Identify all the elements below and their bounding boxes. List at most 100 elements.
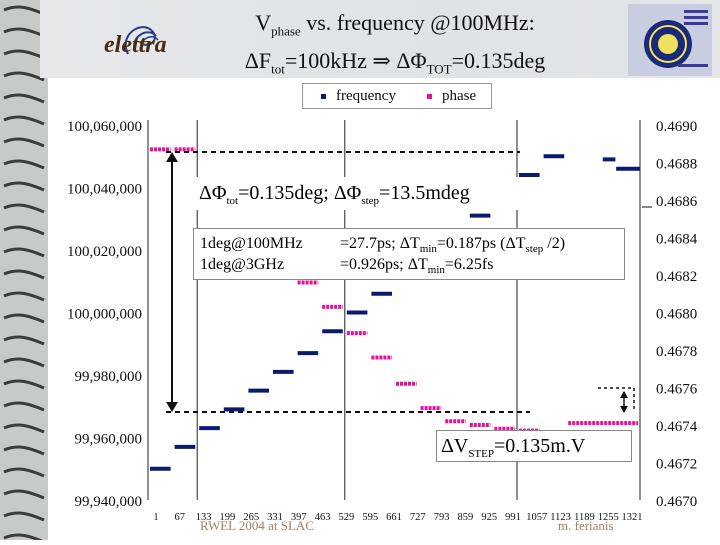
step-arrow-head-down bbox=[620, 406, 628, 413]
ann3-b: =0.135m.V bbox=[494, 435, 586, 457]
elettra-logo: elettra bbox=[98, 14, 198, 70]
ann2-r2-a: =0.926ps; ΔT bbox=[340, 256, 428, 273]
x-tick-label: 1255 bbox=[598, 512, 619, 523]
y-left-tick-label: 100,000,000 bbox=[67, 307, 142, 323]
y-right-tick-label: 0.4676 bbox=[656, 382, 698, 398]
spiral-ring bbox=[3, 401, 45, 412]
x-tick-label: 199 bbox=[220, 512, 236, 523]
x-tick-label: 925 bbox=[481, 512, 497, 523]
y-right-tick-label: 0.4680 bbox=[656, 307, 697, 323]
ann2-r1-b: =0.187ps (ΔT bbox=[436, 235, 526, 252]
notebook-spiral-binding bbox=[0, 0, 48, 544]
title-line1-rest: vs. frequency @100MHz: bbox=[300, 10, 535, 35]
arrow-head-down bbox=[166, 402, 178, 412]
legend-swatch-phase bbox=[427, 94, 432, 100]
x-tick-label: 661 bbox=[386, 512, 402, 523]
ann2-row-1: 1deg@100MHz =27.7ps; ΔTmin=0.187ps (ΔTst… bbox=[200, 233, 618, 255]
title-v: V bbox=[255, 10, 272, 35]
x-tick-label: 859 bbox=[458, 512, 474, 523]
x-tick-label: 265 bbox=[243, 512, 259, 523]
ann1-c: =13.5mdeg bbox=[379, 182, 470, 204]
y-left-tick-label: 99,940,000 bbox=[75, 494, 143, 510]
spiral-ring bbox=[3, 379, 45, 390]
ann2-row1-left: 1deg@100MHz bbox=[200, 235, 303, 252]
spiral-ring bbox=[3, 159, 45, 170]
x-tick-label: 1189 bbox=[574, 512, 595, 523]
spiral-ring bbox=[3, 357, 45, 368]
legend-item-frequency: frequency bbox=[321, 84, 396, 108]
title-line2-b-sub: TOT bbox=[426, 61, 452, 77]
ann2-r1-b-sub: step bbox=[525, 243, 544, 256]
ann3-sub: STEP bbox=[468, 448, 494, 460]
title-line2-a: ΔF bbox=[244, 48, 272, 74]
x-tick-label: 529 bbox=[339, 512, 355, 523]
spiral-ring bbox=[3, 203, 45, 214]
ann2-row2-left: 1deg@3GHz bbox=[200, 256, 285, 273]
annotation-phase-total: ΔΦtot=0.135deg; ΔΦstep=13.5mdeg bbox=[193, 177, 536, 210]
y-right-tick-label: 0.4670 bbox=[656, 494, 697, 510]
footer-event: RWEL 2004 at SLAC bbox=[200, 518, 314, 533]
spiral-ring bbox=[3, 181, 45, 192]
x-tick-label: 133 bbox=[196, 512, 212, 523]
title-line2-b: =100kHz ⇒ ΔΦ bbox=[284, 48, 427, 74]
ann1-b-sub: step bbox=[361, 195, 380, 207]
ann2-r2-a-sub: min bbox=[427, 264, 445, 277]
title-line-2: ΔFtot=100kHz ⇒ ΔΦTOT=0.135deg bbox=[200, 46, 590, 84]
logo-wordmark: elettra bbox=[104, 32, 167, 58]
spiral-rings-graphic bbox=[3, 5, 45, 544]
legend-label-phase: phase bbox=[442, 88, 477, 104]
ann2-r2-b: =6.25fs bbox=[444, 256, 494, 273]
x-tick-label: 397 bbox=[291, 512, 307, 523]
y-right-tick-label: 0.4682 bbox=[656, 269, 697, 285]
conference-logo-icon bbox=[644, 10, 708, 68]
spiral-ring bbox=[3, 489, 45, 500]
ann2-row-2: 1deg@3GHz =0.926ps; ΔTmin=6.25fs bbox=[200, 254, 618, 276]
x-tick-label: 1321 bbox=[622, 512, 643, 523]
step-arrow-head-up bbox=[620, 391, 628, 398]
logo-swirl-icon bbox=[124, 26, 159, 55]
spiral-ring bbox=[3, 423, 45, 434]
x-tick-label: 991 bbox=[505, 512, 521, 523]
conference-logo bbox=[628, 4, 712, 76]
ann2-r1-a-sub: min bbox=[419, 243, 437, 256]
ann2-row2-right: =0.926ps; ΔTmin=6.25fs bbox=[340, 254, 493, 281]
arrow-head-up bbox=[166, 152, 178, 162]
x-tick-label: 595 bbox=[362, 512, 378, 523]
annotation-time-resolution: 1deg@100MHz =27.7ps; ΔTmin=0.187ps (ΔTst… bbox=[193, 228, 625, 280]
x-tick-label: 727 bbox=[410, 512, 426, 523]
ann1-a-sub: tot bbox=[226, 195, 239, 207]
x-tick-label: 331 bbox=[267, 512, 283, 523]
y-left-tick-label: 100,020,000 bbox=[67, 244, 142, 260]
x-tick-label: 1123 bbox=[550, 512, 571, 523]
spiral-ring bbox=[3, 511, 45, 522]
ann1-b: =0.135deg; ΔΦ bbox=[238, 182, 362, 204]
spiral-ring bbox=[3, 71, 45, 82]
spiral-ring bbox=[3, 445, 45, 456]
y-right-tick-label: 0.4684 bbox=[656, 232, 698, 248]
spiral-ring bbox=[3, 247, 45, 258]
x-tick-label: 1057 bbox=[526, 512, 547, 523]
y-right-tick-label: 0.4688 bbox=[656, 157, 697, 173]
spiral-ring bbox=[3, 225, 45, 236]
spiral-ring bbox=[3, 137, 45, 148]
ann3-a: ΔV bbox=[441, 435, 469, 457]
ann2-r1-c: /2) bbox=[543, 235, 566, 252]
footer-author: m. ferianis bbox=[558, 518, 614, 533]
y-right-tick-label: 0.4678 bbox=[656, 344, 697, 360]
spiral-ring bbox=[3, 291, 45, 302]
x-tick-label: 1 bbox=[153, 512, 158, 523]
y-right-tick-label: 0.4672 bbox=[656, 457, 697, 473]
x-tick-label: 67 bbox=[175, 512, 186, 523]
annotation-voltage-step: ΔVSTEP=0.135m.V bbox=[436, 430, 632, 462]
y-left-tick-label: 100,040,000 bbox=[67, 182, 142, 198]
spiral-ring bbox=[3, 115, 45, 126]
y-left-tick-label: 100,060,000 bbox=[67, 119, 142, 135]
legend-swatch-frequency bbox=[321, 94, 326, 100]
ann2-row1-right: =27.7ps; ΔTmin=0.187ps (ΔTstep /2) bbox=[340, 233, 565, 260]
spiral-ring bbox=[3, 269, 45, 280]
legend-label-frequency: frequency bbox=[336, 88, 396, 104]
spiral-ring bbox=[3, 335, 45, 346]
spiral-ring bbox=[3, 93, 45, 104]
slide-title: Vphase vs. frequency @100MHz: ΔFtot=100k… bbox=[200, 8, 590, 85]
title-line2-c: =0.135deg bbox=[451, 48, 546, 74]
